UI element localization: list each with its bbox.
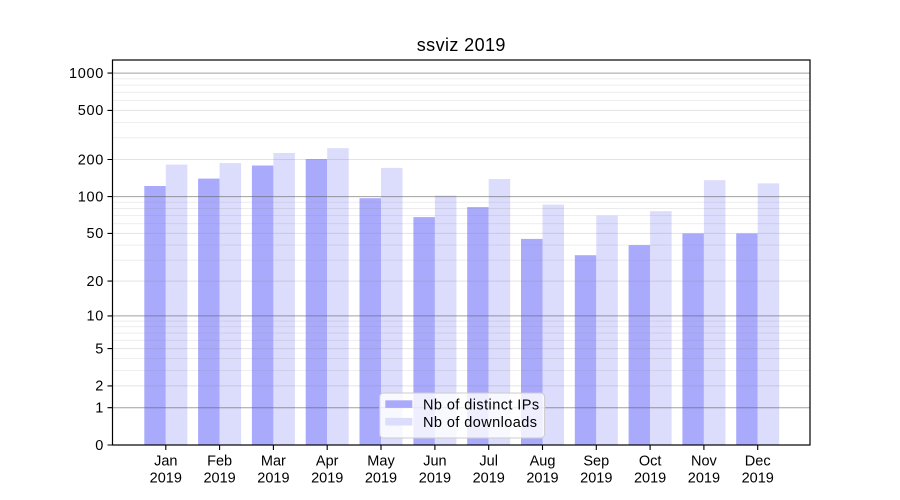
svg-text:May: May — [367, 454, 395, 470]
svg-text:Nb of distinct IPs: Nb of distinct IPs — [423, 397, 540, 413]
svg-text:2: 2 — [95, 379, 104, 395]
svg-text:2019: 2019 — [203, 470, 235, 486]
svg-text:Apr: Apr — [316, 454, 339, 470]
svg-text:Nb of downloads: Nb of downloads — [423, 415, 537, 431]
svg-text:1: 1 — [95, 401, 104, 417]
svg-text:5: 5 — [95, 341, 104, 357]
svg-text:Jun: Jun — [423, 454, 446, 470]
svg-text:2019: 2019 — [634, 470, 666, 486]
svg-text:Nov: Nov — [691, 454, 718, 470]
svg-text:2019: 2019 — [150, 470, 182, 486]
svg-text:Feb: Feb — [207, 454, 232, 470]
svg-text:10: 10 — [86, 309, 104, 325]
svg-text:Dec: Dec — [745, 454, 771, 470]
svg-text:2019: 2019 — [419, 470, 451, 486]
svg-text:200: 200 — [78, 152, 104, 168]
svg-text:2019: 2019 — [526, 470, 558, 486]
svg-text:2019: 2019 — [311, 470, 343, 486]
svg-text:Oct: Oct — [639, 454, 662, 470]
svg-text:2019: 2019 — [580, 470, 612, 486]
svg-text:2019: 2019 — [473, 470, 505, 486]
svg-text:2019: 2019 — [688, 470, 720, 486]
svg-text:ssviz 2019: ssviz 2019 — [417, 35, 506, 55]
svg-text:50: 50 — [86, 226, 104, 242]
svg-text:1000: 1000 — [69, 66, 104, 82]
svg-text:2019: 2019 — [365, 470, 397, 486]
svg-text:500: 500 — [78, 103, 104, 119]
svg-text:Mar: Mar — [261, 454, 286, 470]
svg-text:20: 20 — [86, 274, 104, 290]
svg-text:2019: 2019 — [257, 470, 289, 486]
svg-text:Jan: Jan — [154, 454, 177, 470]
svg-text:100: 100 — [78, 189, 104, 205]
svg-text:Sep: Sep — [583, 454, 609, 470]
svg-text:0: 0 — [95, 438, 104, 454]
svg-text:2019: 2019 — [742, 470, 774, 486]
svg-text:Jul: Jul — [479, 454, 498, 470]
svg-text:Aug: Aug — [530, 454, 556, 470]
